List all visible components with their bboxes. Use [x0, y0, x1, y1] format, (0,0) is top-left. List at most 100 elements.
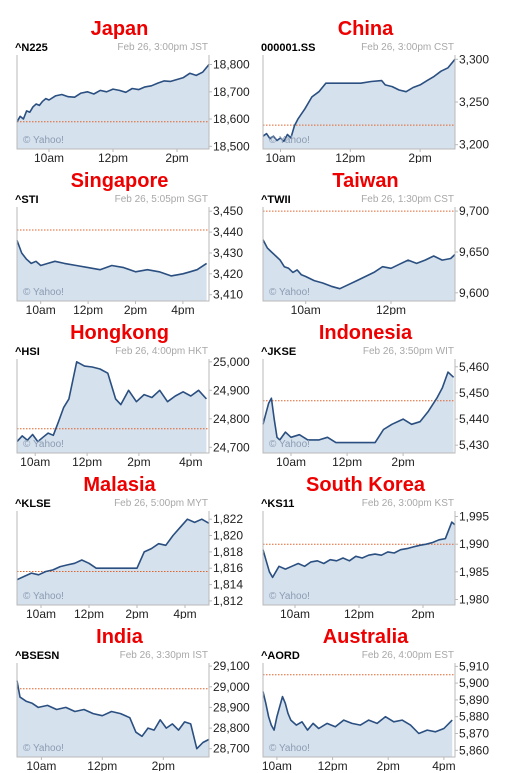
price-area [263, 59, 455, 149]
x-tick-label: 2pm [411, 607, 434, 619]
y-tick-label: 28,800 [213, 721, 250, 735]
y-tick-label: 5,890 [459, 693, 489, 707]
x-tick-label: 2pm [152, 759, 175, 771]
y-tick-label: 18,700 [213, 85, 250, 99]
plot-frame [16, 511, 210, 606]
country-title: Taiwan [332, 170, 399, 192]
ticker-symbol: ^BSESN [15, 650, 60, 662]
price-area [17, 361, 207, 453]
timestamp: Feb 26, 3:30pm IST [120, 650, 208, 661]
x-tick-label: 10am [262, 759, 292, 771]
price-line [16, 518, 210, 581]
ticker-symbol: ^STI [15, 194, 39, 206]
timestamp-date: Feb 26, 3:00pm [117, 42, 188, 53]
timestamp-date: Feb 26, 4:00pm [361, 650, 432, 661]
timestamp-zone: CST [434, 42, 454, 53]
y-tick-label: 9,700 [459, 204, 489, 218]
y-tick-label: 24,800 [213, 412, 250, 426]
y-tick-label: 1,818 [213, 545, 243, 559]
yahoo-credit: © Yahoo! [269, 743, 310, 754]
chart-panel-japan: Japan ^N225 Feb 26, 3:00pm JST © Yahoo! 18,5… [15, 17, 260, 163]
x-tick-label: 2pm [391, 455, 414, 467]
price-chart: © Yahoo! 24,700 24,800 24,900 25,000 10am 12pm… [16, 355, 250, 467]
y-tick-label: 1,822 [213, 512, 243, 526]
price-line [262, 691, 453, 735]
x-tick-label: 4pm [179, 455, 202, 467]
price-line [16, 240, 208, 277]
timestamp-zone: HKT [188, 346, 208, 357]
price-chart: © Yahoo! 28,700 28,800 28,900 29,000 29,100 10… [16, 659, 250, 771]
plot-frame [262, 359, 456, 454]
y-tick-label: 5,900 [459, 676, 489, 690]
x-tick-label: 12pm [344, 607, 374, 619]
price-line [262, 371, 455, 444]
country-title: Hongkong [70, 322, 169, 344]
x-tick-label: 12pm [74, 607, 104, 619]
price-area [263, 691, 453, 757]
ticker-symbol: ^AORD [261, 650, 300, 662]
plot-frame [16, 359, 210, 454]
timestamp: Feb 26, 4:00pm EST [362, 650, 454, 661]
y-tick-label: 3,440 [213, 225, 243, 239]
x-tick-label: 10am [26, 607, 56, 619]
price-chart: © Yahoo! 5,430 5,440 5,450 5,460 10am 12pm 2pm [262, 359, 489, 467]
x-tick-label: 10am [26, 759, 56, 771]
timestamp-date: Feb 26, 3:00pm [361, 498, 432, 509]
y-tick-label: 1,985 [459, 565, 489, 579]
yahoo-credit: © Yahoo! [269, 439, 310, 450]
country-title: Japan [90, 18, 149, 40]
price-area [17, 240, 207, 301]
price-line [262, 239, 456, 290]
y-tick-label: 5,430 [459, 438, 489, 452]
y-tick-label: 5,450 [459, 386, 489, 400]
y-tick-label: 5,440 [459, 412, 489, 426]
x-tick-label: 2pm [125, 607, 148, 619]
x-tick-label: 12pm [98, 151, 128, 163]
x-tick-label: 4pm [173, 607, 196, 619]
y-tick-label: 3,450 [213, 204, 243, 218]
x-tick-label: 10am [280, 607, 310, 619]
y-tick-label: 1,980 [459, 593, 489, 607]
timestamp: Feb 26, 3:00pm CST [361, 42, 454, 53]
timestamp: Feb 26, 3:00pm JST [117, 42, 208, 53]
x-tick-label: 12pm [72, 455, 102, 467]
country-title: Singapore [70, 170, 169, 192]
timestamp-zone: MYT [186, 498, 208, 509]
timestamp: Feb 26, 3:50pm WIT [363, 346, 454, 357]
plot-frame [16, 207, 210, 302]
timestamp-date: Feb 26, 4:00pm [115, 346, 186, 357]
country-title: China [337, 18, 394, 40]
price-chart: © Yahoo! 1,980 1,985 1,990 1,995 10am 12pm 2pm [262, 510, 489, 619]
x-tick-label: 12pm [87, 759, 117, 771]
x-tick-label: 10am [265, 151, 295, 163]
yahoo-credit: © Yahoo! [23, 287, 64, 298]
timestamp-date: Feb 26, 1:30pm [361, 194, 432, 205]
y-tick-label: 5,910 [459, 659, 489, 673]
chart-panel-singapore: Singapore ^STI Feb 26, 5:05pm SGT © Yahoo! 3… [15, 169, 260, 315]
x-tick-label: 4pm [171, 303, 194, 315]
x-tick-label: 12pm [332, 455, 362, 467]
price-line [16, 680, 210, 750]
chart-panel-australia: Australia ^AORD Feb 26, 4:00pm EST © Yahoo!… [261, 625, 506, 771]
timestamp: Feb 26, 5:00pm MYT [114, 498, 208, 509]
x-tick-label: 2pm [124, 303, 147, 315]
country-title: Malasia [83, 474, 156, 496]
price-chart: © Yahoo! 3,410 3,420 3,430 3,440 3,450 10am 12p… [16, 204, 243, 315]
y-tick-label: 28,900 [213, 700, 250, 714]
price-chart: © Yahoo! 3,200 3,250 3,300 10am 12pm 2pm [262, 52, 489, 163]
timestamp: Feb 26, 1:30pm CST [361, 194, 454, 205]
plot-frame [262, 663, 456, 758]
ticker-symbol: ^KLSE [15, 498, 51, 510]
country-title: South Korea [306, 474, 425, 496]
y-tick-label: 24,900 [213, 383, 250, 397]
x-tick-label: 12pm [335, 151, 365, 163]
x-tick-label: 4pm [432, 759, 455, 771]
y-tick-label: 3,410 [213, 288, 243, 302]
timestamp-zone: IST [192, 650, 208, 661]
y-tick-label: 3,200 [459, 138, 489, 152]
x-tick-label: 2pm [377, 759, 400, 771]
timestamp-zone: KST [434, 498, 454, 509]
y-tick-label: 1,812 [213, 594, 243, 608]
price-area [263, 522, 455, 605]
ticker-symbol: ^KS11 [261, 498, 295, 510]
